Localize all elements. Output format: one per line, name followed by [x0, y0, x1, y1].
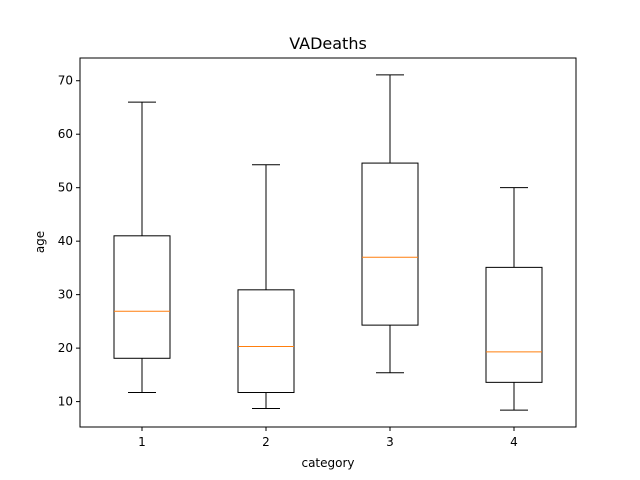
- x-tick-label: 3: [386, 435, 394, 449]
- plot-frame: [79, 57, 577, 428]
- x-tick-label: 2: [262, 435, 270, 449]
- box-body: [361, 162, 419, 326]
- x-axis-title: category: [301, 456, 354, 470]
- y-axis: 10 20 30 40 50 60 70: [58, 74, 80, 409]
- box-body: [237, 289, 295, 394]
- x-tick-label: 1: [138, 435, 146, 449]
- y-tick-label: 30: [58, 288, 73, 302]
- y-tick-label: 50: [58, 181, 73, 195]
- x-axis: 1 2 3 4: [138, 427, 518, 449]
- y-tick-label: 70: [58, 74, 73, 88]
- x-tick-label: 4: [510, 435, 518, 449]
- chart-title: VADeaths: [289, 34, 367, 53]
- box-3: [361, 74, 419, 374]
- y-tick-label: 60: [58, 127, 73, 141]
- y-tick-label: 40: [58, 234, 73, 248]
- y-axis-title: age: [33, 231, 47, 253]
- y-tick-label: 10: [58, 395, 73, 409]
- box-body: [485, 266, 543, 383]
- box-body: [113, 235, 171, 359]
- box-1: [113, 101, 171, 394]
- plot-area: [113, 74, 543, 411]
- box-2: [237, 164, 295, 410]
- y-tick-label: 20: [58, 341, 73, 355]
- box-4: [485, 187, 543, 411]
